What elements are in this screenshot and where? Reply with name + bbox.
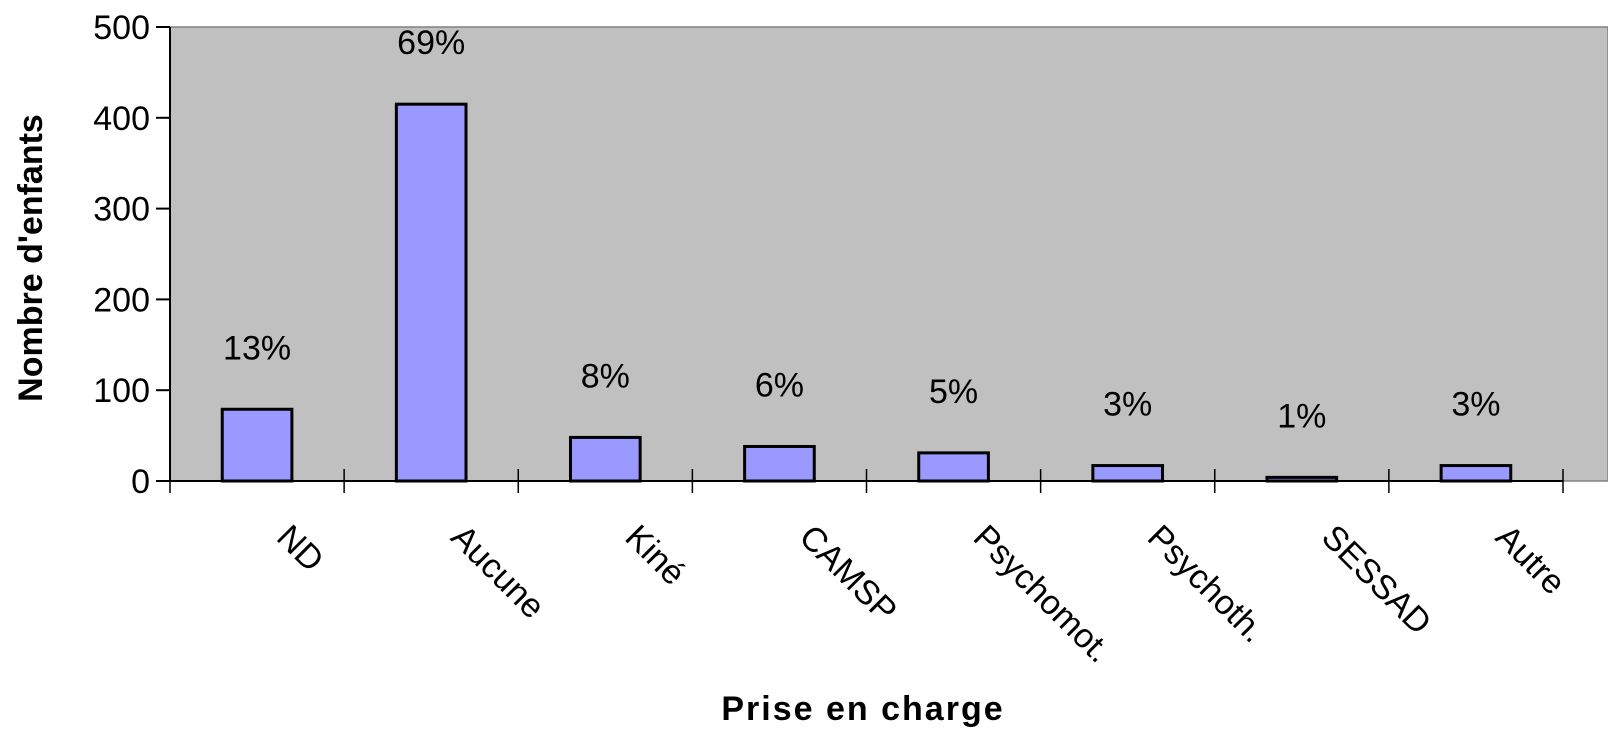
x-axis — [169, 469, 1564, 493]
y-axis: 0 100 200 300 400 500 — [93, 9, 171, 501]
y-tick-label: 500 — [93, 9, 150, 47]
y-tick-label: 400 — [93, 100, 150, 138]
data-label: 1% — [1277, 397, 1326, 435]
data-label: 8% — [581, 357, 630, 395]
bar — [917, 451, 990, 483]
plot-area — [169, 26, 1608, 482]
data-label: 13% — [223, 329, 291, 367]
bar — [1439, 464, 1513, 483]
data-label: 69% — [397, 24, 465, 62]
bar — [220, 407, 294, 483]
x-axis-title: Prise en charge — [721, 690, 1004, 728]
x-tick-label: Kiné — [618, 518, 693, 593]
x-tick-label: Psychoth. — [1140, 518, 1272, 650]
y-tick-label: 0 — [131, 463, 150, 501]
data-label: 3% — [1451, 386, 1500, 424]
y-tick-label: 300 — [93, 191, 150, 229]
data-label: 3% — [1103, 386, 1152, 424]
bar — [394, 102, 468, 483]
x-tick-label: Aucune — [444, 518, 552, 626]
x-tick-label: SESSAD — [1314, 518, 1438, 642]
bars-group — [220, 102, 1513, 483]
data-label: 5% — [929, 373, 978, 411]
y-tick-label: 200 — [93, 281, 150, 319]
data-labels-group: 13% 69% 8% 6% 5% 3% 1% 3% — [223, 24, 1500, 435]
x-tick-label: ND — [269, 518, 331, 580]
bar — [743, 444, 816, 483]
data-label: 6% — [755, 366, 804, 404]
bar — [568, 435, 642, 483]
category-labels-group: ND Aucune Kiné CAMSP Psychomot. Psychoth. SESS… — [269, 518, 1572, 670]
x-tick-label: Psychomot. — [966, 518, 1118, 670]
x-tick-label: Autre — [1488, 518, 1572, 602]
y-axis-title: Nombre d'enfants — [12, 114, 50, 402]
y-tick-label: 100 — [93, 372, 150, 410]
bar — [1091, 464, 1165, 483]
x-tick-label: CAMSP — [792, 518, 904, 630]
